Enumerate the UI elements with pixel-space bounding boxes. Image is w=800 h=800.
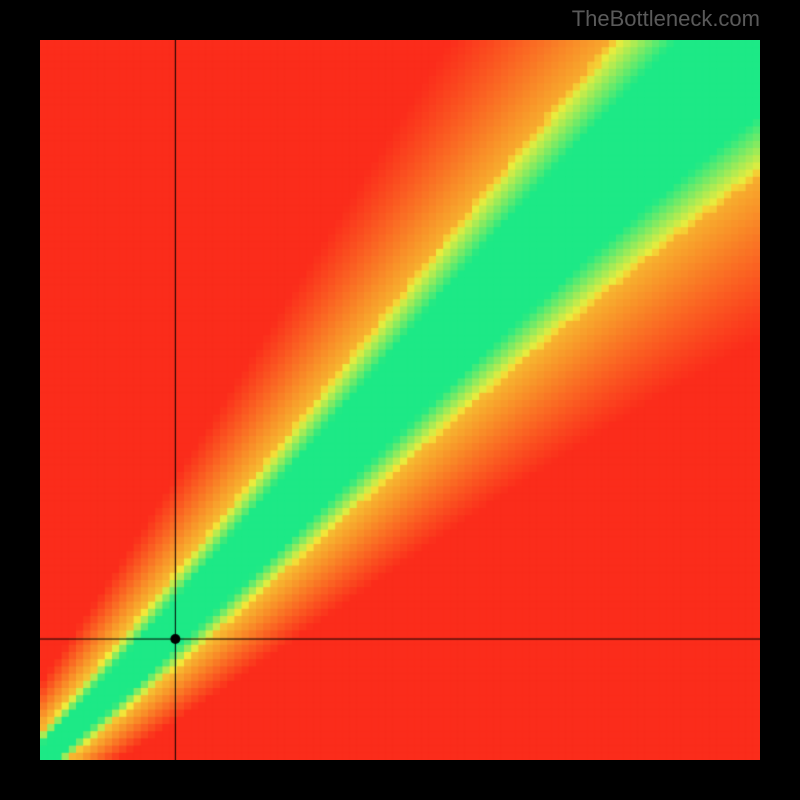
heatmap-canvas xyxy=(40,40,760,760)
bottleneck-heatmap xyxy=(40,40,760,760)
watermark-text: TheBottleneck.com xyxy=(572,6,760,32)
